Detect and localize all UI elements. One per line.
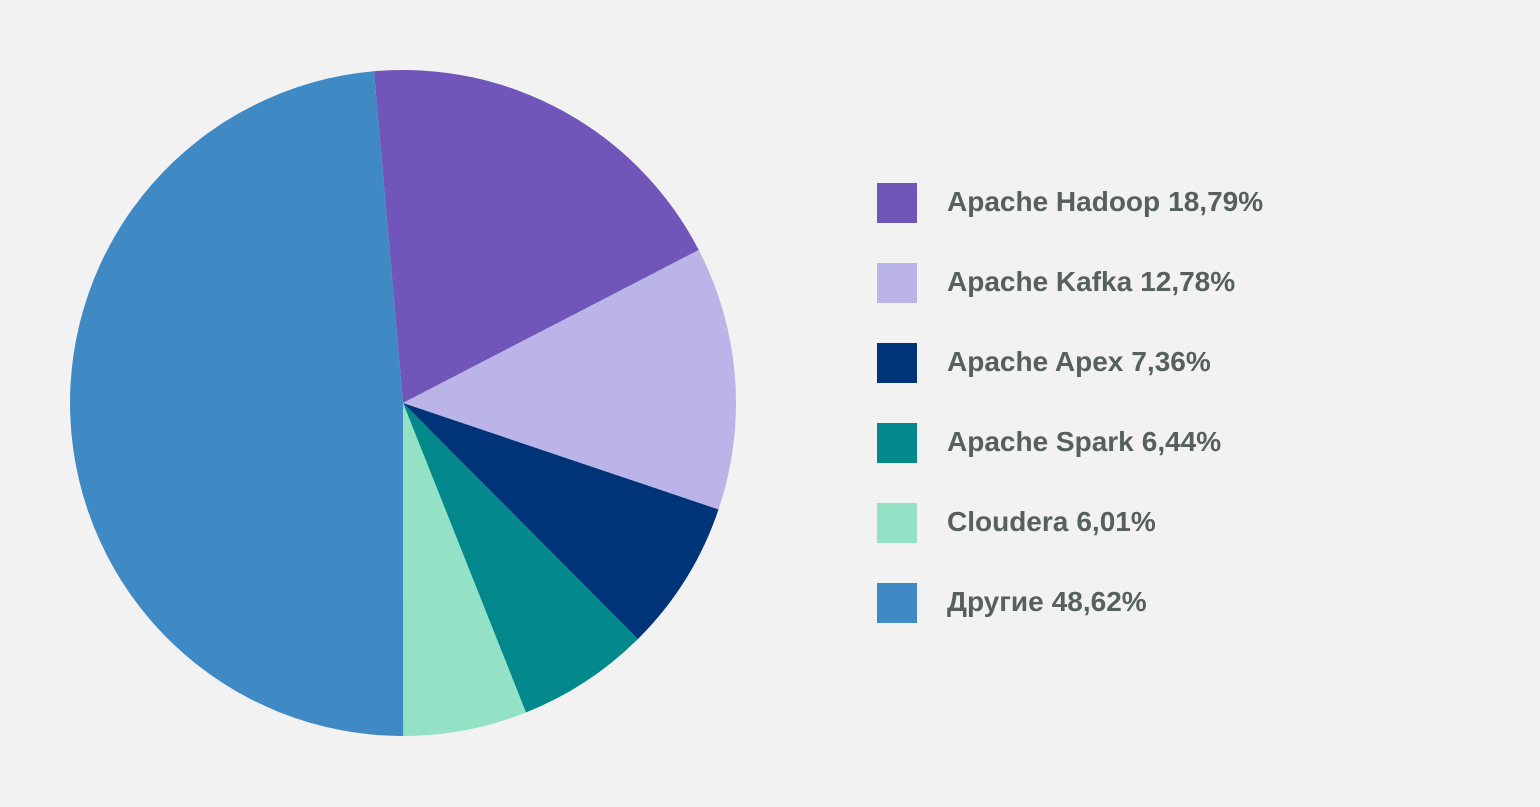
pie-slice	[373, 70, 699, 403]
pie-slice	[403, 403, 719, 640]
legend-label: Apache Hadoop 18,79%	[947, 186, 1263, 217]
pie-slice	[403, 403, 526, 736]
legend-swatch	[877, 423, 917, 463]
legend-value: 12,78%	[1140, 266, 1235, 297]
legend-name: Другие	[947, 586, 1044, 617]
legend-label: Apache Apex 7,36%	[947, 346, 1211, 377]
legend-swatch	[877, 343, 917, 383]
legend-value: 6,44%	[1142, 426, 1221, 457]
legend-swatch	[877, 503, 917, 543]
legend-value: 7,36%	[1131, 346, 1210, 377]
legend-name: Apache Apex	[947, 346, 1124, 377]
legend-name: Apache Hadoop	[947, 186, 1160, 217]
pie-slice	[69, 71, 404, 737]
pie-slice	[403, 403, 638, 713]
legend-value: 6,01%	[1076, 506, 1155, 537]
legend-name: Apache Kafka	[947, 266, 1133, 297]
legend-label: Apache Kafka 12,78%	[947, 266, 1235, 297]
legend-swatch	[877, 183, 917, 223]
legend-label: Cloudera 6,01%	[947, 506, 1156, 537]
legend-swatch	[877, 583, 917, 623]
legend-value: 18,79%	[1168, 186, 1263, 217]
legend-value: 48,62%	[1052, 586, 1147, 617]
legend-name: Cloudera	[947, 506, 1069, 537]
legend-swatch	[877, 263, 917, 303]
legend-label: Apache Spark 6,44%	[947, 426, 1221, 457]
legend-name: Apache Spark	[947, 426, 1134, 457]
pie-slice	[403, 249, 737, 510]
legend-label: Другие 48,62%	[947, 586, 1147, 617]
